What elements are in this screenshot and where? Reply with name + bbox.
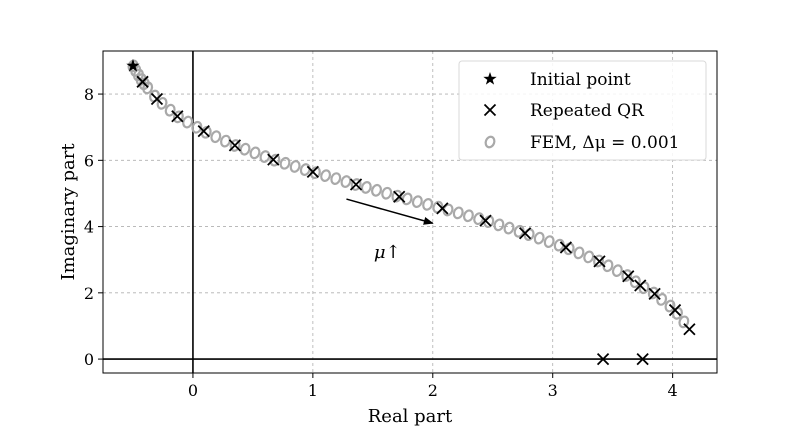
fem-point: [411, 195, 423, 209]
fem-point: [239, 142, 251, 156]
x-axis-label: Real part: [368, 406, 453, 427]
repeated-qr-point: [136, 75, 149, 88]
repeated-qr-point: [668, 303, 682, 317]
x-tick-label: 4: [668, 381, 678, 400]
y-tick-label: 8: [84, 85, 94, 104]
fem-point: [220, 134, 231, 148]
fem-point: [249, 146, 261, 160]
initial-point: [126, 58, 140, 72]
repeated-qr-point: [228, 139, 242, 152]
repeated-qr-point: [197, 125, 210, 138]
legend-circle-icon: [484, 135, 496, 149]
initial-point-series: [126, 58, 140, 72]
repeated-qr-point: [436, 202, 449, 215]
y-tick-label: 0: [84, 350, 94, 369]
fem-point: [330, 172, 342, 185]
legend-label: FEM, Δμ = 0.001: [530, 133, 679, 153]
y-axis-label: Imaginary part: [58, 143, 79, 281]
legend-x-icon: [483, 103, 497, 117]
repeated-qr-point: [267, 153, 280, 166]
fem-point: [664, 299, 676, 313]
fem-point: [371, 183, 382, 197]
x-tick-label: 2: [428, 381, 438, 400]
legend: Initial point Repeated QR FEM, Δμ = 0.001: [458, 60, 707, 161]
repeated-qr-point: [306, 165, 319, 179]
fem-point: [583, 250, 595, 264]
fem-point: [553, 238, 565, 252]
fem-point: [259, 150, 271, 163]
fem-point: [381, 186, 393, 200]
repeated-qr-point: [596, 352, 610, 366]
x-tick-label: 3: [548, 381, 558, 400]
legend-star-icon: [483, 72, 497, 85]
fem-point: [503, 221, 515, 235]
fem-point: [611, 264, 623, 278]
repeated-qr-point: [518, 227, 532, 240]
repeated-qr-point: [648, 287, 661, 300]
repeated-qr-point: [393, 190, 406, 203]
fem-point: [573, 246, 585, 260]
repeated-qr-point: [171, 110, 184, 123]
fem-point: [533, 231, 545, 245]
fem-point: [172, 110, 184, 124]
fem-point: [156, 96, 168, 110]
annotation: μ↑: [346, 198, 434, 263]
repeated-qr-point: [622, 270, 635, 283]
fem-point: [401, 192, 413, 206]
plot-frame: [102, 50, 718, 374]
x-tick-label: 0: [188, 381, 198, 400]
fem-point: [279, 156, 291, 170]
fem-point: [442, 203, 454, 217]
repeated-qr-point: [593, 255, 606, 268]
repeated-qr-point: [150, 92, 164, 106]
repeated-qr-point: [636, 352, 649, 366]
annotation-arrow: [346, 198, 434, 225]
x-tick-label: 1: [308, 381, 318, 400]
annotation-label: μ↑: [374, 242, 401, 263]
y-tick-label: 2: [84, 284, 94, 303]
fem-point: [678, 315, 690, 329]
repeated-qr-point: [559, 241, 573, 254]
repeated-qr-point: [349, 178, 363, 191]
repeated-qr-point: [683, 323, 696, 336]
fem-point: [513, 224, 525, 238]
fem-point: [299, 163, 311, 176]
fem-point: [210, 130, 222, 144]
fem-point: [543, 235, 555, 248]
fem-point: [602, 259, 614, 273]
fem-point: [289, 160, 301, 173]
fem-point: [462, 209, 474, 223]
repeated-qr-series: [136, 75, 696, 366]
fem-point: [142, 81, 154, 95]
fem-point: [593, 254, 604, 268]
fem-point: [493, 218, 505, 232]
fem-point: [422, 198, 434, 211]
legend-box: [458, 60, 707, 161]
y-tick-label: 6: [84, 151, 94, 170]
fem-point: [182, 115, 194, 129]
fem-point: [340, 175, 352, 188]
legend-label: Initial point: [530, 70, 631, 90]
repeated-qr-point: [479, 214, 492, 227]
repeated-qr-point: [634, 279, 647, 292]
fem-point: [452, 206, 464, 220]
fem-point: [360, 181, 372, 194]
axis-ticks: 0 1 2 3 4 0 2 4 6 8: [84, 85, 678, 400]
fem-point: [320, 169, 332, 182]
fem-point: [229, 139, 241, 152]
fem-point: [473, 212, 485, 226]
reference-lines: [103, 51, 717, 373]
fem-point: [164, 103, 176, 117]
legend-label: Repeated QR: [530, 101, 645, 121]
y-tick-label: 4: [84, 218, 94, 237]
fem-point: [350, 178, 362, 191]
